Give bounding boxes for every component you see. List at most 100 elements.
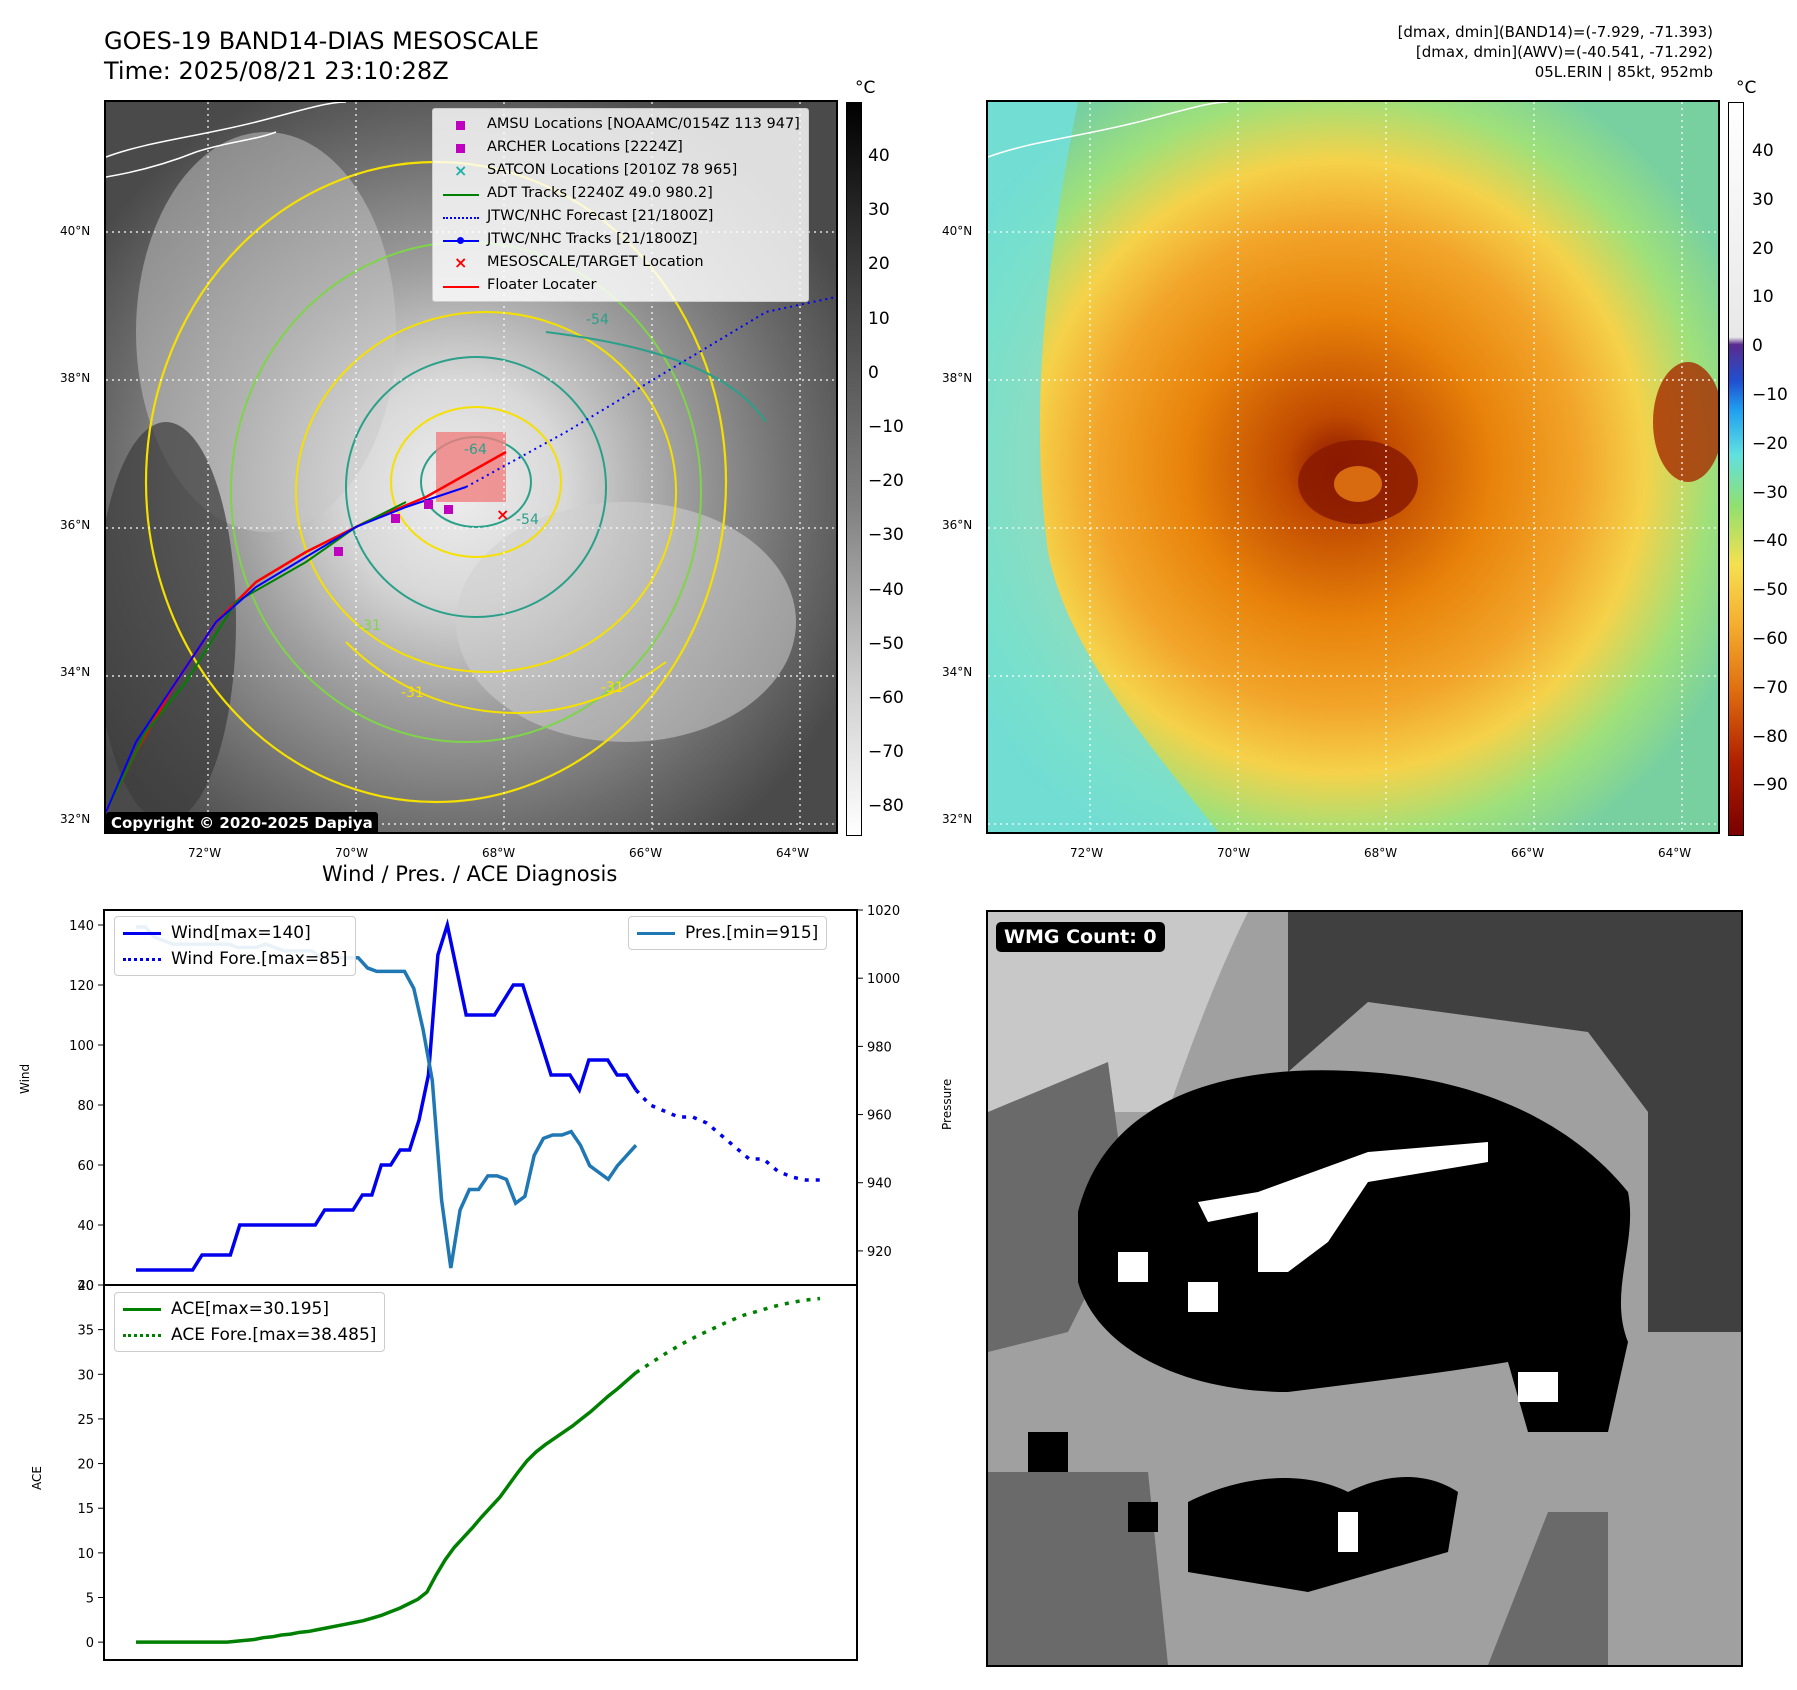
line-icon — [441, 276, 481, 296]
pressure-ylabel: Pressure — [940, 1078, 954, 1130]
legend-adt: ADT Tracks [2240Z 49.0 980.2] — [441, 182, 800, 205]
legend-wind: Wind[max=140] — [123, 920, 347, 946]
colorbar-tick-label: 30 — [1752, 189, 1774, 210]
colorbar-tick-label: 40 — [1752, 141, 1774, 161]
ace-y-tick-label: 20 — [77, 1458, 94, 1473]
x-marker-icon: × — [454, 252, 468, 272]
dotted-line-icon — [123, 957, 161, 961]
square-icon — [441, 138, 481, 158]
wmg-count-badge: WMG Count: 0 — [996, 922, 1165, 952]
colorbar-gradient — [846, 102, 862, 836]
colorbar-tick-label: −10 — [868, 417, 904, 437]
lat-label: 36°N — [942, 518, 973, 532]
ace-y-tick-label: 15 — [77, 1502, 94, 1517]
lon-label: 72°W — [188, 846, 222, 860]
colorbar-tick-label: 0 — [1752, 336, 1763, 357]
colorbar-tick-label: −10 — [1752, 385, 1788, 405]
ace-legend: ACE[max=30.195] ACE Fore.[max=38.485] — [114, 1292, 386, 1352]
wind-legend: Wind[max=140] Wind Fore.[max=85] — [114, 916, 357, 976]
lon-label: 64°W — [776, 846, 810, 860]
info-text: [dmax, dmin](BAND14)=(-7.929, -71.393) [… — [1398, 22, 1713, 82]
pressure-legend: Pres.[min=915] — [628, 916, 828, 950]
legend-floater: Floater Locater — [441, 274, 800, 297]
info-line-3: 05L.ERIN | 85kt, 952mb — [1534, 63, 1713, 81]
lon-label: 66°W — [1511, 846, 1545, 860]
ace-y-tick-label: 10 — [77, 1547, 94, 1562]
wind-y-tick-label: 100 — [69, 1039, 94, 1054]
lat-label: 38°N — [942, 371, 973, 385]
lon-label: 68°W — [1364, 846, 1398, 860]
colorbar-tick-label: −60 — [1752, 629, 1788, 649]
ace-y-tick-label: 30 — [77, 1368, 94, 1383]
info-line-1: [dmax, dmin](BAND14)=(-7.929, -71.393) — [1397, 23, 1713, 41]
line-icon — [637, 931, 675, 935]
colorbar-tick-label: −50 — [1752, 580, 1788, 601]
square-icon — [441, 115, 481, 135]
lat-label: 34°N — [60, 665, 91, 679]
lon-label: 66°W — [629, 846, 663, 860]
colorbar-tick-label: 10 — [1752, 287, 1774, 308]
pressure-line — [136, 925, 638, 1269]
line-icon — [123, 1307, 161, 1311]
pressure-y-tick-label: 1020 — [867, 904, 900, 919]
colorbar-tick-label: −20 — [868, 471, 904, 492]
contour-label-1: -54 — [586, 312, 609, 328]
title-line-2: Time: 2025/08/21 23:10:28Z — [104, 57, 449, 85]
lon-label: 70°W — [1217, 846, 1251, 860]
contour-label-6: -31 — [601, 680, 624, 696]
pressure-y-tick-label: 960 — [867, 1109, 892, 1124]
legend-archer: ARCHER Locations [2224Z] — [441, 136, 800, 159]
wind-line — [136, 918, 638, 1272]
legend-wind-forecast: Wind Fore.[max=85] — [123, 946, 347, 972]
copyright-badge: Copyright © 2020-2025 Dapiya — [106, 812, 378, 834]
legend-mesoscale: × MESOSCALE/TARGET Location — [441, 251, 800, 274]
legend-pressure: Pres.[min=915] — [637, 920, 818, 946]
lon-label: 70°W — [335, 846, 369, 860]
colorbar-unit: °C — [855, 78, 876, 98]
colorbar-tick-label: −40 — [1752, 531, 1788, 552]
awv-map-panel — [986, 100, 1720, 834]
ace-y-tick-label: 35 — [77, 1324, 94, 1339]
contour-label-4: -31 — [358, 618, 381, 634]
lat-label: 36°N — [60, 518, 91, 532]
contour-label-2: -64 — [464, 442, 487, 458]
colorbar-tick-label: −90 — [1752, 775, 1788, 796]
legend-amsu: AMSU Locations [NOAAMC/0154Z 113 947] — [441, 113, 800, 136]
colorbar-tick-label: −40 — [868, 579, 904, 600]
wind-ylabel: Wind — [18, 1063, 32, 1094]
diagnosis-title: Wind / Pres. / ACE Diagnosis — [322, 862, 618, 886]
wmg-panel — [986, 910, 1743, 1667]
legend-ace-forecast: ACE Fore.[max=38.485] — [123, 1322, 376, 1348]
legend-ace: ACE[max=30.195] — [123, 1296, 376, 1322]
colorbar-tick-label: 0 — [868, 362, 879, 383]
ace-ylabel: ACE — [30, 1466, 44, 1490]
title-line-1: GOES-19 BAND14-DIAS MESOSCALE — [104, 27, 540, 55]
colorbar-tick-label: −80 — [868, 796, 904, 817]
lon-label: 68°W — [482, 846, 516, 860]
line-icon — [123, 931, 161, 935]
pressure-y-tick-label: 920 — [867, 1245, 892, 1260]
colorbar-tick-label: −70 — [1752, 677, 1788, 698]
ace-y-tick-label: 25 — [77, 1413, 94, 1428]
line-icon — [441, 184, 481, 204]
pressure-y-tick-label: 980 — [867, 1040, 892, 1055]
colorbar-tick-label: −20 — [1752, 433, 1788, 454]
contour-label-5: -31 — [401, 685, 424, 701]
lat-label: 32°N — [942, 812, 973, 826]
dotted-line-icon — [441, 207, 481, 227]
lat-label: 40°N — [60, 224, 91, 238]
colorbar-tick-label: −30 — [868, 525, 904, 546]
wmg-image — [988, 912, 1741, 1665]
info-line-2: [dmax, dmin](AWV)=(-40.541, -71.292) — [1415, 43, 1713, 61]
ace-plot: 0 5 10 15 20 25 30 35 40 — [77, 1279, 858, 1661]
wind-y-tick-label: 80 — [77, 1099, 94, 1114]
ace-y-tick-label: 40 — [77, 1279, 94, 1294]
lat-label: 38°N — [60, 371, 91, 385]
wind-forecast-line — [634, 1088, 820, 1182]
legend-tracks: JTWC/NHC Tracks [21/1800Z] — [441, 228, 800, 251]
wind-y-tick-label: 60 — [77, 1159, 94, 1174]
lat-label: 40°N — [942, 224, 973, 238]
figure-title: GOES-19 BAND14-DIAS MESOSCALE Time: 2025… — [104, 26, 539, 86]
ace-y-tick-label: 0 — [86, 1636, 94, 1651]
